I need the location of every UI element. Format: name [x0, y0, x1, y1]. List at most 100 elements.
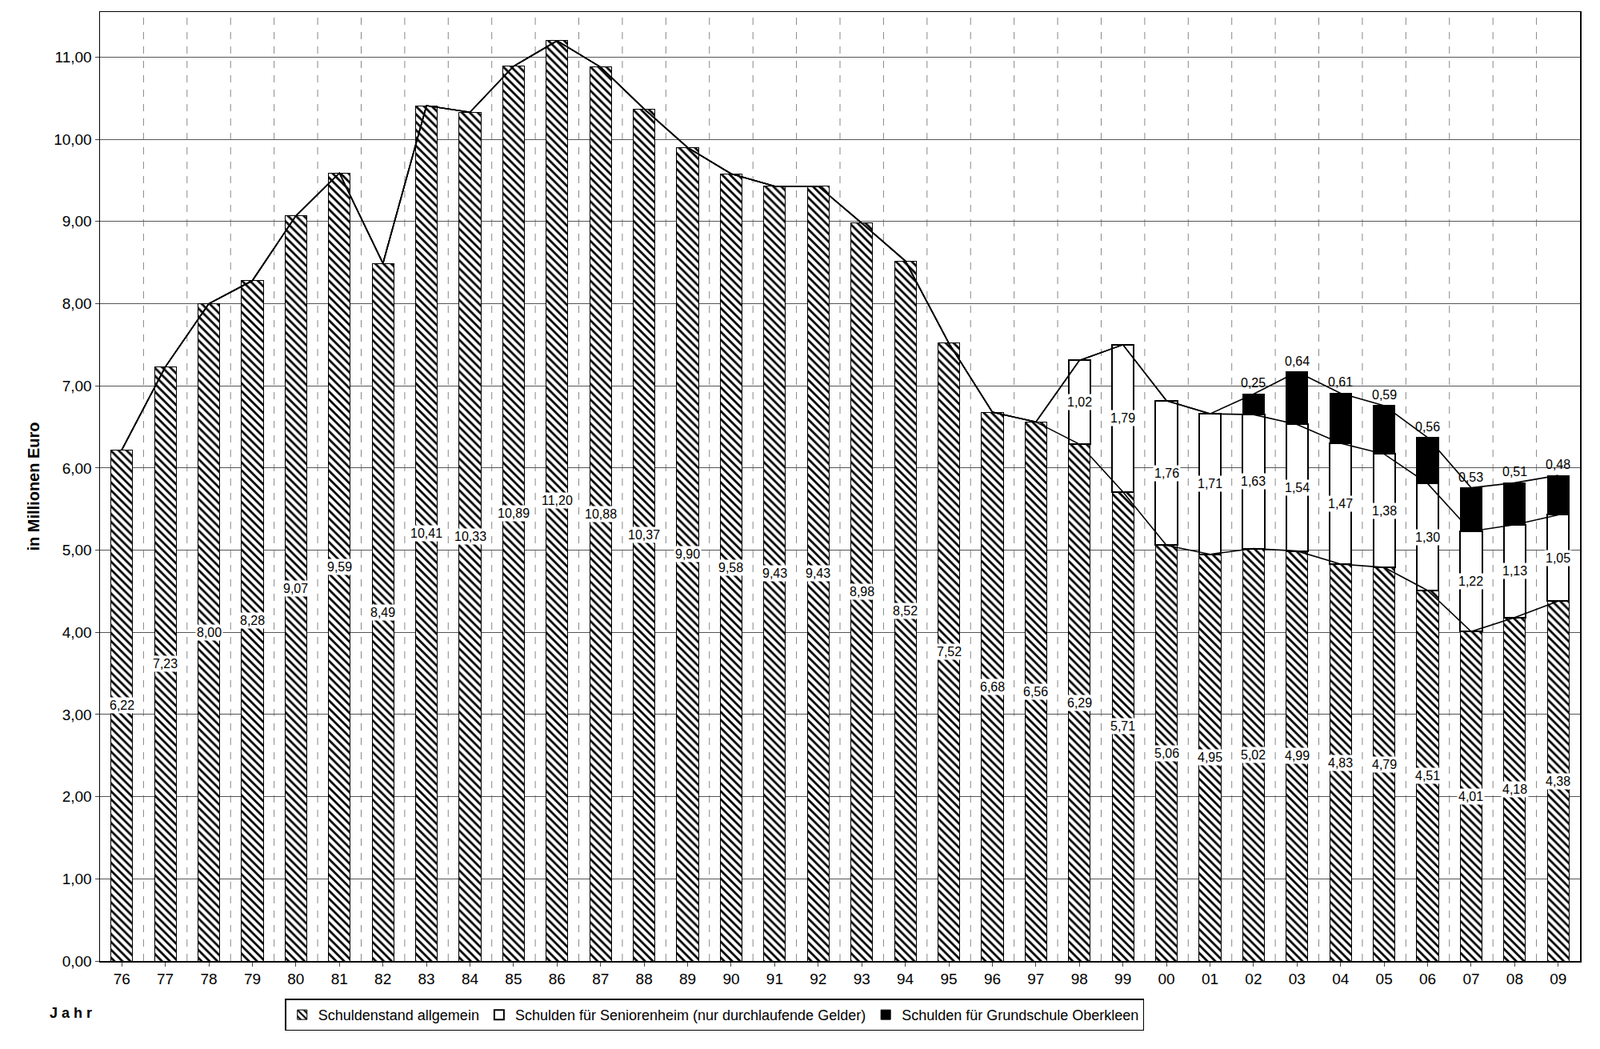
svg-text:2,00: 2,00 — [62, 788, 92, 805]
svg-text:8,98: 8,98 — [849, 584, 875, 599]
svg-text:7,00: 7,00 — [62, 377, 92, 395]
svg-text:8,00: 8,00 — [62, 295, 92, 312]
svg-text:09: 09 — [1549, 970, 1567, 988]
svg-text:1,30: 1,30 — [1415, 530, 1440, 544]
svg-text:7,52: 7,52 — [936, 644, 962, 659]
svg-text:4,38: 4,38 — [1545, 774, 1571, 788]
svg-text:99: 99 — [1114, 970, 1132, 988]
svg-text:10,41: 10,41 — [410, 526, 443, 540]
svg-text:0,56: 0,56 — [1415, 420, 1440, 434]
svg-text:76: 76 — [113, 970, 131, 988]
svg-text:9,58: 9,58 — [718, 560, 744, 575]
svg-text:97: 97 — [1027, 970, 1044, 988]
svg-text:03: 03 — [1288, 970, 1306, 988]
svg-text:4,83: 4,83 — [1328, 756, 1353, 770]
svg-text:1,79: 1,79 — [1110, 411, 1136, 425]
svg-text:02: 02 — [1244, 970, 1262, 988]
svg-text:J a h r: J a h r — [49, 1004, 92, 1021]
svg-text:9,00: 9,00 — [62, 212, 92, 230]
svg-text:0,53: 0,53 — [1458, 470, 1484, 484]
svg-text:07: 07 — [1462, 970, 1480, 988]
svg-text:00: 00 — [1158, 970, 1176, 988]
svg-text:5,00: 5,00 — [62, 541, 92, 559]
svg-text:88: 88 — [636, 970, 653, 988]
svg-text:4,18: 4,18 — [1502, 782, 1528, 796]
svg-text:1,00: 1,00 — [62, 870, 92, 888]
svg-text:8,28: 8,28 — [240, 613, 265, 628]
svg-text:0,61: 0,61 — [1328, 375, 1353, 389]
svg-text:78: 78 — [200, 970, 217, 988]
svg-text:9,59: 9,59 — [327, 560, 352, 574]
svg-text:Schuldenstand allgemein: Schuldenstand allgemein — [318, 1007, 480, 1024]
svg-text:1,47: 1,47 — [1328, 496, 1353, 511]
svg-text:92: 92 — [809, 970, 827, 988]
svg-text:10,00: 10,00 — [53, 131, 92, 148]
svg-text:5,71: 5,71 — [1110, 719, 1136, 733]
svg-text:10,88: 10,88 — [584, 507, 617, 521]
svg-text:83: 83 — [418, 970, 436, 988]
svg-text:0,51: 0,51 — [1502, 464, 1528, 479]
svg-text:9,43: 9,43 — [805, 566, 831, 580]
svg-text:1,13: 1,13 — [1502, 564, 1528, 578]
svg-text:1,63: 1,63 — [1240, 474, 1266, 488]
svg-text:9,90: 9,90 — [675, 547, 700, 561]
svg-text:91: 91 — [766, 970, 784, 988]
svg-text:11,00: 11,00 — [55, 48, 92, 66]
svg-text:81: 81 — [331, 970, 348, 988]
svg-text:8,52: 8,52 — [892, 604, 918, 618]
svg-text:86: 86 — [548, 970, 566, 988]
svg-text:1,22: 1,22 — [1458, 574, 1484, 588]
svg-text:4,01: 4,01 — [1458, 789, 1484, 804]
svg-text:94: 94 — [896, 970, 915, 988]
svg-text:9,43: 9,43 — [762, 566, 788, 580]
svg-text:01: 01 — [1201, 970, 1219, 988]
svg-text:90: 90 — [722, 970, 740, 988]
svg-text:98: 98 — [1071, 970, 1088, 988]
svg-text:4,95: 4,95 — [1197, 750, 1223, 764]
svg-text:5,02: 5,02 — [1240, 748, 1266, 762]
svg-text:7,23: 7,23 — [152, 656, 178, 671]
svg-text:05: 05 — [1376, 970, 1393, 988]
svg-text:Schulden für Seniorenheim (nur: Schulden für Seniorenheim (nur durchlauf… — [515, 1007, 866, 1024]
svg-text:06: 06 — [1419, 970, 1436, 988]
svg-text:4,99: 4,99 — [1284, 748, 1310, 763]
svg-text:79: 79 — [244, 970, 261, 988]
svg-text:80: 80 — [287, 970, 304, 988]
svg-text:96: 96 — [984, 970, 1001, 988]
svg-text:6,22: 6,22 — [109, 698, 135, 712]
svg-text:8,00: 8,00 — [196, 625, 222, 640]
svg-text:11,20: 11,20 — [541, 493, 573, 508]
svg-text:1,02: 1,02 — [1067, 395, 1092, 409]
svg-text:Schulden für Grundschule Oberk: Schulden für Grundschule Oberkleen — [901, 1007, 1139, 1024]
svg-text:89: 89 — [679, 970, 696, 988]
svg-text:95: 95 — [940, 970, 957, 988]
svg-text:04: 04 — [1332, 970, 1350, 988]
svg-text:1,71: 1,71 — [1197, 476, 1223, 491]
svg-text:85: 85 — [504, 970, 522, 988]
svg-text:0,59: 0,59 — [1372, 388, 1397, 402]
svg-text:1,38: 1,38 — [1372, 504, 1397, 518]
svg-text:6,56: 6,56 — [1023, 684, 1048, 699]
svg-text:9,07: 9,07 — [283, 581, 308, 596]
svg-text:0,00: 0,00 — [62, 952, 92, 970]
svg-text:93: 93 — [853, 970, 871, 988]
svg-text:4,51: 4,51 — [1415, 768, 1440, 783]
svg-text:82: 82 — [374, 970, 392, 988]
svg-text:1,54: 1,54 — [1284, 480, 1310, 495]
svg-text:0,48: 0,48 — [1545, 457, 1571, 472]
svg-text:6,00: 6,00 — [62, 460, 92, 477]
svg-text:1,05: 1,05 — [1545, 551, 1571, 565]
svg-text:87: 87 — [592, 970, 609, 988]
svg-text:77: 77 — [156, 970, 174, 988]
svg-text:8,49: 8,49 — [370, 605, 396, 620]
svg-text:0,64: 0,64 — [1284, 354, 1310, 368]
svg-text:in Millionen Euro: in Millionen Euro — [24, 421, 43, 551]
svg-text:6,68: 6,68 — [980, 680, 1005, 694]
svg-text:84: 84 — [461, 970, 480, 988]
svg-text:10,89: 10,89 — [497, 506, 530, 520]
svg-text:4,79: 4,79 — [1372, 757, 1397, 772]
svg-text:08: 08 — [1506, 970, 1524, 988]
svg-text:0,25: 0,25 — [1240, 376, 1266, 390]
svg-text:5,06: 5,06 — [1154, 746, 1180, 760]
svg-text:3,00: 3,00 — [62, 706, 92, 724]
